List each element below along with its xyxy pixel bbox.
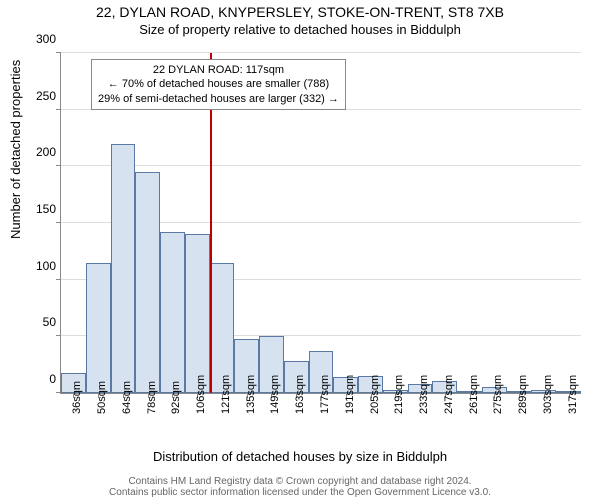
- y-tick-label: 200: [21, 145, 56, 159]
- y-tick-mark: [56, 165, 61, 166]
- attribution-text: Contains HM Land Registry data © Crown c…: [0, 476, 600, 498]
- x-tick-label: 177sqm: [319, 375, 331, 414]
- x-tick-label: 219sqm: [393, 375, 405, 414]
- x-tick-label: 50sqm: [96, 381, 108, 414]
- annotation-line: 22 DYLAN ROAD: 117sqm: [98, 63, 339, 77]
- histogram-bar: [160, 232, 185, 393]
- grid-line: [61, 165, 581, 166]
- x-tick-label: 135sqm: [245, 375, 257, 414]
- x-tick-label: 92sqm: [170, 381, 182, 414]
- y-tick-mark: [56, 52, 61, 53]
- x-tick-label: 261sqm: [468, 375, 480, 414]
- y-tick-mark: [56, 335, 61, 336]
- x-tick-label: 289sqm: [517, 375, 529, 414]
- page-title: 22, DYLAN ROAD, KNYPERSLEY, STOKE-ON-TRE…: [0, 4, 600, 20]
- x-tick-label: 233sqm: [418, 375, 430, 414]
- y-tick-label: 250: [21, 89, 56, 103]
- y-tick-label: 50: [21, 315, 56, 329]
- y-tick-mark: [56, 222, 61, 223]
- x-tick-label: 275sqm: [492, 375, 504, 414]
- y-tick-label: 300: [21, 32, 56, 46]
- x-tick-label: 36sqm: [71, 381, 83, 414]
- x-tick-label: 163sqm: [294, 375, 306, 414]
- y-tick-label: 0: [21, 372, 56, 386]
- page-subtitle: Size of property relative to detached ho…: [0, 22, 600, 37]
- x-axis-label: Distribution of detached houses by size …: [0, 449, 600, 464]
- y-tick-mark: [56, 109, 61, 110]
- annotation-box: 22 DYLAN ROAD: 117sqm← 70% of detached h…: [91, 59, 346, 110]
- histogram-bar: [86, 263, 111, 393]
- x-tick-label: 205sqm: [369, 375, 381, 414]
- y-tick-label: 150: [21, 202, 56, 216]
- grid-line: [61, 52, 581, 53]
- histogram-bar: [210, 263, 235, 393]
- x-tick-label: 78sqm: [146, 381, 158, 414]
- annotation-line: ← 70% of detached houses are smaller (78…: [98, 77, 339, 91]
- y-tick-label: 100: [21, 259, 56, 273]
- x-tick-label: 191sqm: [344, 375, 356, 414]
- x-tick-label: 149sqm: [269, 375, 281, 414]
- annotation-line: 29% of semi-detached houses are larger (…: [98, 92, 339, 106]
- histogram-chart: 05010015020025030036sqm50sqm64sqm78sqm92…: [60, 54, 580, 424]
- histogram-bar: [185, 234, 210, 393]
- y-tick-mark: [56, 279, 61, 280]
- x-tick-label: 247sqm: [443, 375, 455, 414]
- x-tick-label: 64sqm: [121, 381, 133, 414]
- histogram-bar: [135, 172, 160, 393]
- x-tick-label: 106sqm: [195, 375, 207, 414]
- x-tick-label: 303sqm: [542, 375, 554, 414]
- x-tick-label: 317sqm: [567, 375, 579, 414]
- x-tick-label: 121sqm: [220, 375, 232, 414]
- histogram-bar: [111, 144, 136, 393]
